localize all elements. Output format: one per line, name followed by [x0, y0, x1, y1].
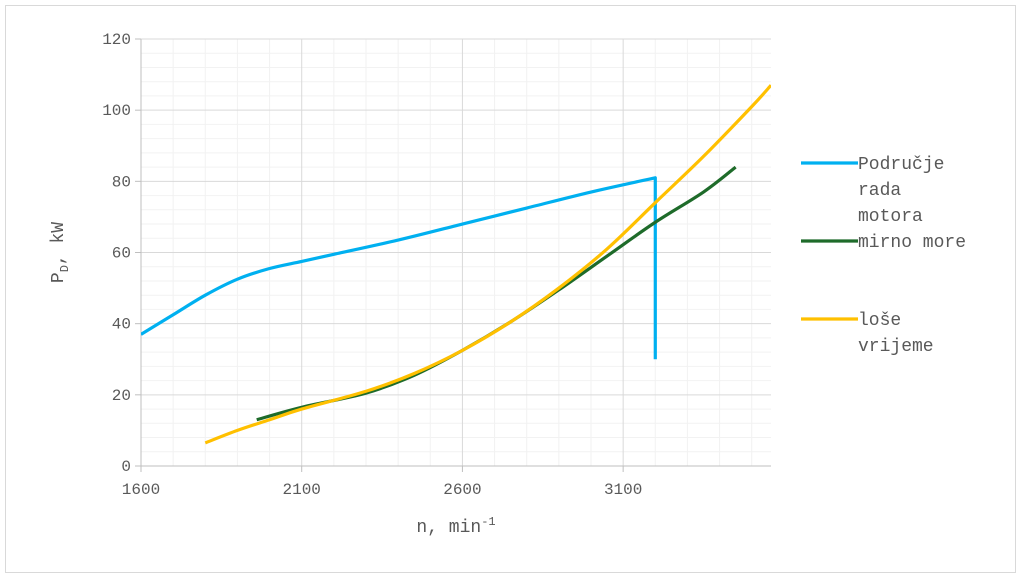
legend-label: rada: [858, 181, 901, 201]
x-axis-title: n, min-1: [416, 515, 495, 538]
series-line-2: [256, 165, 737, 422]
legend-entry-2: mirno more: [801, 233, 966, 253]
x-tick-label: 2100: [283, 481, 321, 499]
x-tick-label: 2600: [443, 481, 481, 499]
y-tick-label: 120: [102, 31, 131, 49]
y-tick-label: 0: [121, 458, 131, 476]
chart-frame: 1600 2100 2600 3100 0 20 40 60 80 100 120 n, min-1…: [5, 5, 1016, 573]
series-line-3: [204, 84, 771, 445]
legend-entry-3: loše vrijeme: [801, 311, 934, 357]
legend: Područje rada motora mirno more loše vrijeme: [801, 155, 966, 357]
y-tick-label: 80: [112, 173, 131, 191]
legend-entry-1: Područje rada motora: [801, 155, 944, 227]
major-grid: [141, 38, 771, 466]
y-tick-label: 100: [102, 102, 131, 120]
x-tick-label: 1600: [122, 481, 160, 499]
series-line-1: [141, 176, 657, 360]
y-tick-label: 60: [112, 245, 131, 263]
y-tick-label: 20: [112, 387, 131, 405]
y-axis-title: PD, kW: [49, 222, 72, 283]
series-layer: [141, 84, 771, 445]
legend-label: loše: [858, 311, 901, 331]
legend-label: mirno more: [858, 233, 966, 253]
line-chart: 1600 2100 2600 3100 0 20 40 60 80 100 120 n, min-1…: [49, 31, 966, 538]
tick-labels: 1600 2100 2600 3100 0 20 40 60 80 100 120: [102, 31, 642, 499]
x-tick-label: 3100: [604, 481, 642, 499]
legend-label: Područje: [858, 155, 944, 175]
legend-label: vrijeme: [858, 337, 934, 357]
y-tick-label: 40: [112, 316, 131, 334]
legend-label: motora: [858, 207, 923, 227]
axes: [135, 38, 771, 472]
